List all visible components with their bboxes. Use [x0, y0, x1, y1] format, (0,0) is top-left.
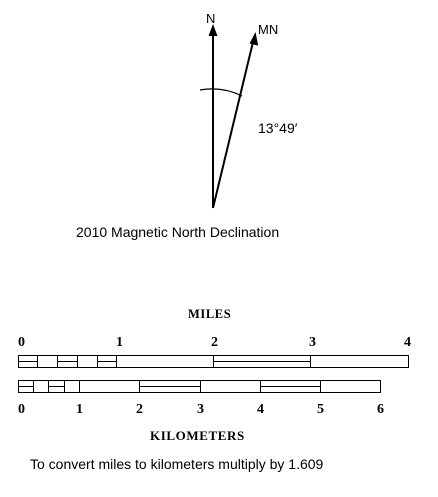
- declination-caption: 2010 Magnetic North Declination: [76, 224, 279, 240]
- miles-tick-4: 4: [404, 335, 411, 350]
- magnetic-north-label: MN: [258, 22, 278, 37]
- miles-tick-2: 2: [211, 335, 218, 350]
- km-tick-3: 3: [197, 402, 204, 417]
- magnetic-north-arrow: [212, 32, 259, 209]
- miles-tick-3: 3: [309, 335, 316, 350]
- kilometers-scale-bar: [18, 380, 381, 393]
- true-north-arrow: [208, 24, 218, 208]
- miles-tick-1: 1: [116, 335, 123, 350]
- km-tick-5: 5: [317, 402, 324, 417]
- true-north-label: N: [206, 11, 215, 26]
- declination-angle-label: 13°49′: [258, 120, 298, 136]
- miles-scale-bar: [18, 355, 409, 368]
- declination-arc: [199, 88, 243, 97]
- km-tick-4: 4: [257, 402, 264, 417]
- conversion-note: To convert miles to kilometers multiply …: [30, 456, 324, 472]
- miles-title: MILES: [188, 307, 231, 321]
- miles-tick-0: 0: [18, 335, 25, 350]
- km-tick-2: 2: [136, 402, 143, 417]
- km-tick-1: 1: [76, 402, 83, 417]
- kilometers-title: KILOMETERS: [150, 428, 245, 443]
- km-tick-6: 6: [377, 402, 384, 417]
- km-tick-0: 0: [18, 402, 25, 417]
